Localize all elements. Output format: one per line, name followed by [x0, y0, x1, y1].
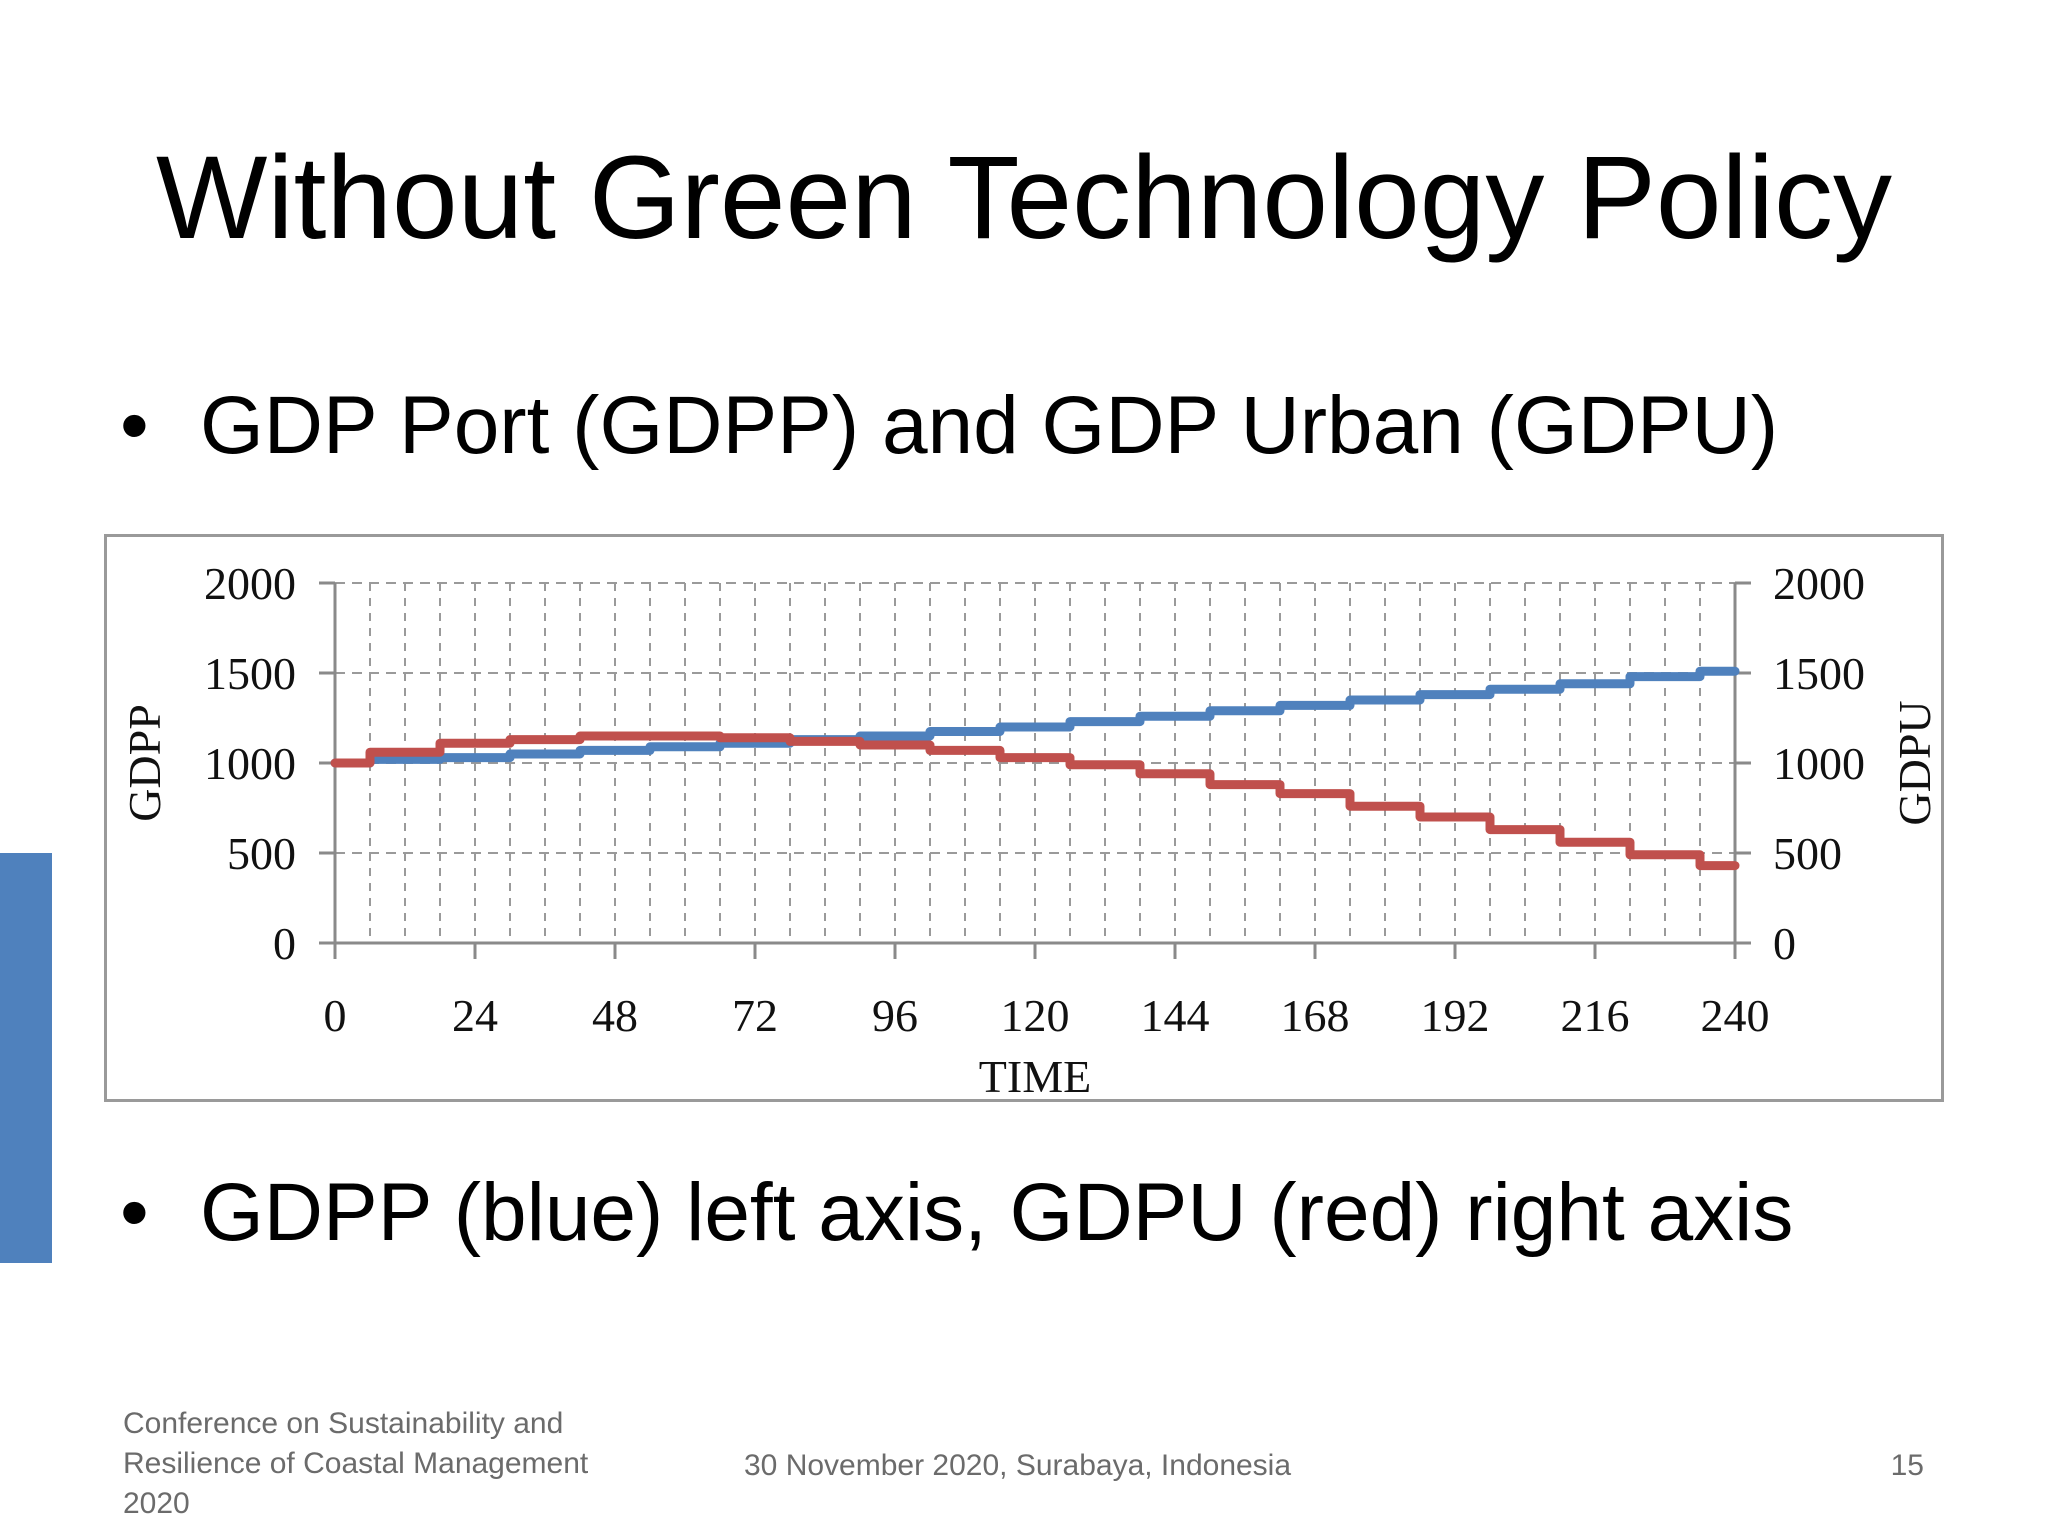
x-tick-label: 120 [1001, 990, 1070, 1041]
x-tick-label: 192 [1421, 990, 1490, 1041]
left-y-tick-label: 1500 [204, 648, 296, 699]
left-y-tick-label: 1000 [204, 738, 296, 789]
bullet-1-text: GDP Port (GDPP) and GDP Urban (GDPU) [200, 380, 1779, 471]
x-tick-label: 168 [1281, 990, 1350, 1041]
x-tick-label: 72 [732, 990, 778, 1041]
right-y-tick-label: 2000 [1773, 558, 1865, 609]
slide-title: Without Green Technology Policy [156, 132, 1892, 264]
right-y-axis-title: GDPU [1889, 700, 1940, 825]
page-number: 15 [1890, 1449, 1924, 1482]
chart-frame [104, 534, 1944, 1102]
x-tick-label: 96 [872, 990, 918, 1041]
x-tick-label: 144 [1141, 990, 1210, 1041]
bullet-1: • GDP Port (GDPP) and GDP Urban (GDPU) [120, 376, 1778, 476]
bullet-2-symbol: • [120, 1167, 149, 1258]
right-y-tick-label: 0 [1773, 918, 1796, 969]
x-tick-label: 24 [452, 990, 498, 1041]
right-y-tick-label: 1000 [1773, 738, 1865, 789]
x-tick-label: 216 [1561, 990, 1630, 1041]
x-tick-label: 48 [592, 990, 638, 1041]
series-line-gdpp [330, 666, 1740, 768]
bullet-1-symbol: • [120, 380, 149, 471]
accent-bar [0, 853, 52, 1263]
footer-conference: Conference on Sustainability and Resilie… [123, 1407, 589, 1520]
footer-date-location: 30 November 2020, Surabaya, Indonesia [744, 1449, 1292, 1482]
left-y-axis-title: GDPP [119, 704, 170, 822]
bullet-2: • GDPP (blue) left axis, GDPU (red) right… [120, 1163, 1793, 1263]
right-y-tick-label: 500 [1773, 828, 1842, 879]
left-y-tick-label: 500 [227, 828, 296, 879]
x-tick-label: 0 [324, 990, 347, 1041]
series-line-gdpu [330, 731, 1740, 871]
left-y-tick-label: 0 [273, 918, 296, 969]
left-y-tick-label: 2000 [204, 558, 296, 609]
x-tick-label: 240 [1701, 990, 1770, 1041]
x-axis-title: TIME [979, 1051, 1091, 1102]
bullet-2-text: GDPP (blue) left axis, GDPU (red) right … [200, 1167, 1794, 1258]
right-y-tick-label: 1500 [1773, 648, 1865, 699]
